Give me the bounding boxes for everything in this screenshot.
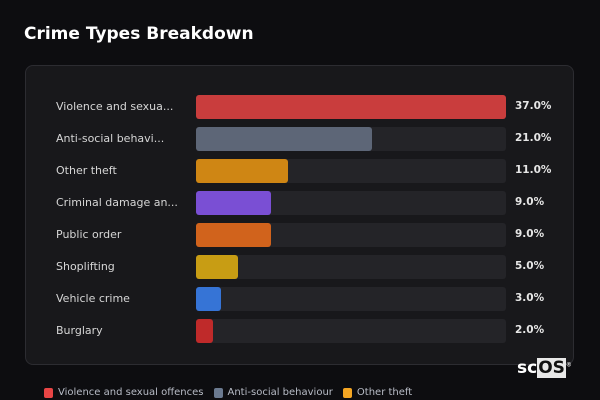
value-label: 5.0% xyxy=(515,260,545,272)
logo-text: sc xyxy=(517,358,538,378)
category-label: Violence and sexua... xyxy=(56,100,174,113)
scos-logo: scOS® xyxy=(517,358,572,378)
bar-row: Violence and sexua... 37.0% xyxy=(26,95,573,119)
category-label: Public order xyxy=(56,228,122,241)
category-label: Anti-social behavi... xyxy=(56,132,165,145)
bar-track xyxy=(196,255,506,279)
category-label: Shoplifting xyxy=(56,260,115,273)
category-label: Vehicle crime xyxy=(56,292,130,305)
legend-item[interactable]: Anti-social behaviour xyxy=(213,387,333,398)
legend-swatch xyxy=(213,387,223,398)
category-label: Burglary xyxy=(56,324,103,337)
legend-swatch xyxy=(44,387,53,398)
legend-swatch xyxy=(342,387,352,398)
chart-title: Crime Types Breakdown xyxy=(24,24,254,44)
bar-track xyxy=(196,223,506,247)
bar xyxy=(196,287,222,311)
bar xyxy=(196,127,372,151)
category-label: Criminal damage an... xyxy=(56,196,178,209)
bar-track xyxy=(196,95,506,119)
bar xyxy=(196,159,289,183)
bar-row: Criminal damage an... 9.0% xyxy=(26,191,573,215)
legend-item[interactable]: Other theft xyxy=(342,387,413,398)
value-label: 11.0% xyxy=(515,164,552,176)
legend-item[interactable]: Violence and sexual offences xyxy=(44,387,204,398)
bar xyxy=(196,95,506,119)
value-label: 37.0% xyxy=(515,100,552,112)
value-label: 9.0% xyxy=(515,228,545,240)
legend: Violence and sexual offences Anti-social … xyxy=(44,387,412,398)
bar-row: Public order 9.0% xyxy=(26,223,573,247)
bar xyxy=(196,223,272,247)
legend-label: Violence and sexual offences xyxy=(58,387,204,398)
bar xyxy=(196,191,272,215)
bar xyxy=(196,319,213,343)
value-label: 3.0% xyxy=(515,292,545,304)
bar-track xyxy=(196,319,506,343)
bar-row: Shoplifting 5.0% xyxy=(26,255,573,279)
bar xyxy=(196,255,238,279)
logo-text-box: OS xyxy=(537,358,566,378)
bar-track xyxy=(196,191,506,215)
category-label: Other theft xyxy=(56,164,117,177)
value-label: 21.0% xyxy=(515,132,552,144)
bar-row: Other theft 11.0% xyxy=(26,159,573,183)
chart-card: Violence and sexua... 37.0% Anti-social b… xyxy=(25,65,574,365)
bar-track xyxy=(196,127,506,151)
bar-track xyxy=(196,287,506,311)
value-label: 9.0% xyxy=(515,196,545,208)
logo-registered: ® xyxy=(565,361,572,369)
value-label: 2.0% xyxy=(515,324,545,336)
legend-label: Anti-social behaviour xyxy=(227,387,333,398)
bar-row: Anti-social behavi... 21.0% xyxy=(26,127,573,151)
legend-label: Other theft xyxy=(356,387,413,398)
bar-row: Burglary 2.0% xyxy=(26,319,573,343)
bar-track xyxy=(196,159,506,183)
bar-row: Vehicle crime 3.0% xyxy=(26,287,573,311)
